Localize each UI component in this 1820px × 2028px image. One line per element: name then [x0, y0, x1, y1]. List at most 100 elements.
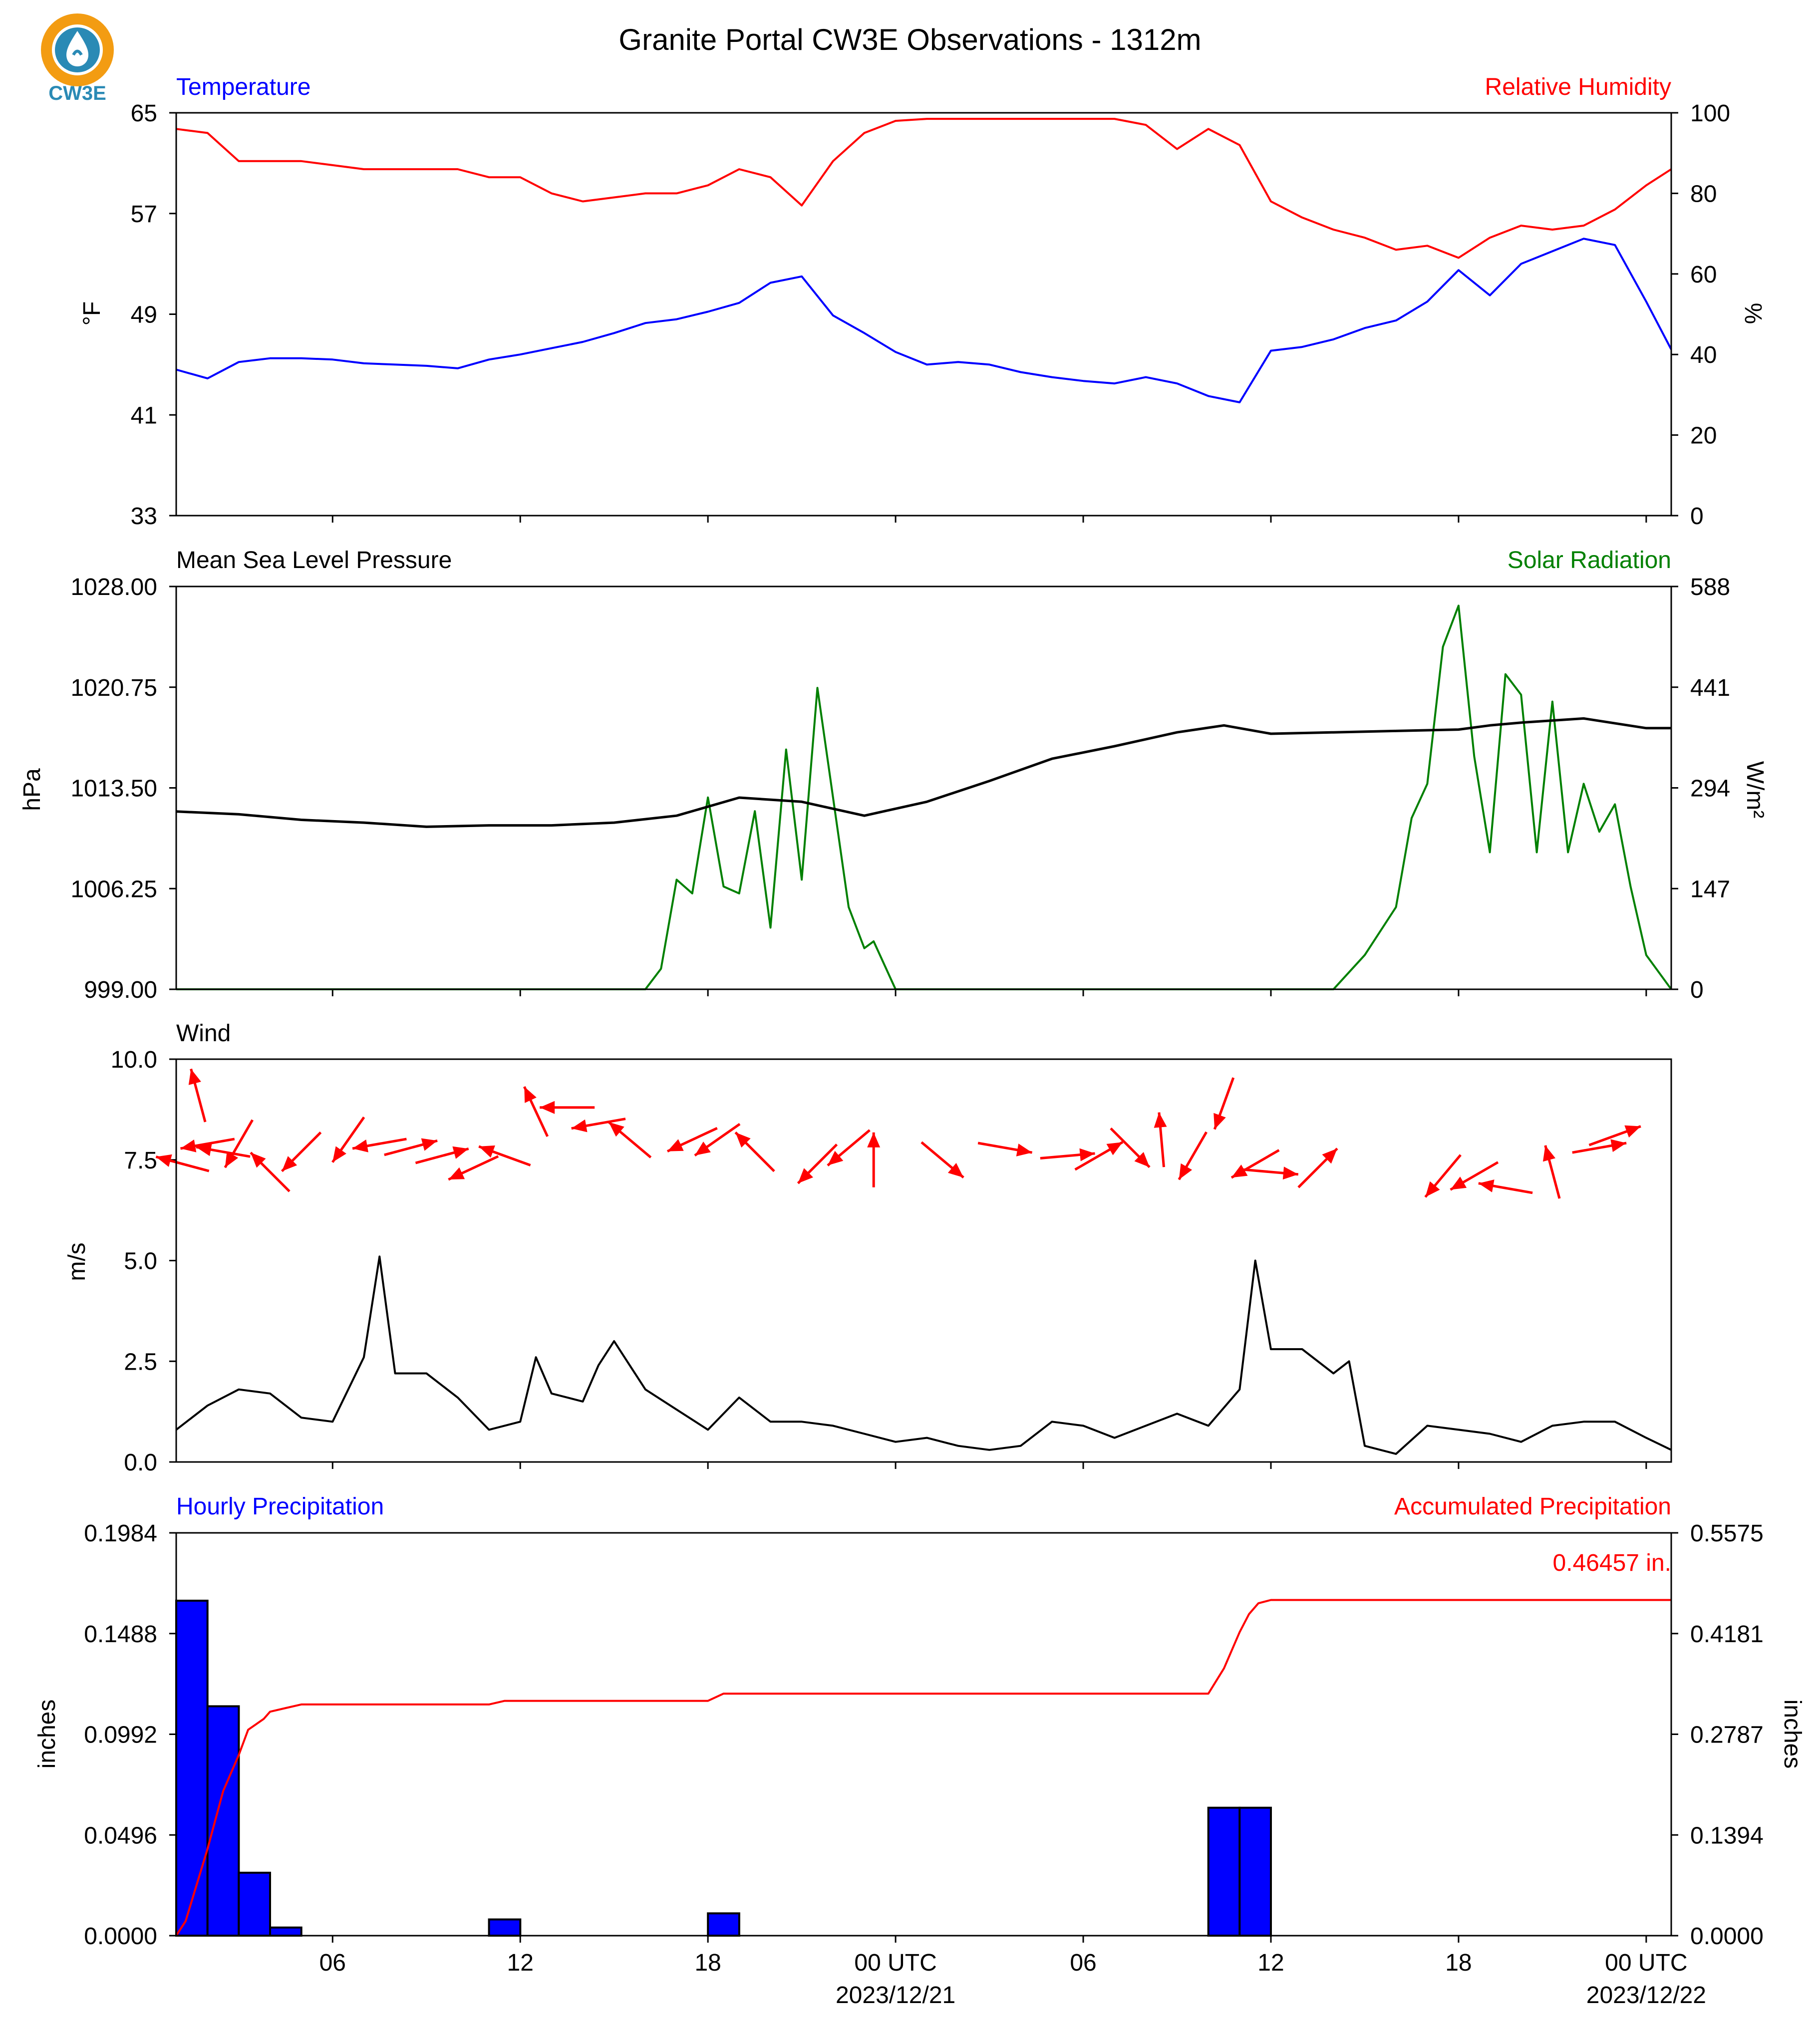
- wind-arrow-head: [608, 1122, 624, 1137]
- y-tick-label-left: 57: [131, 201, 157, 228]
- wind-arrow-head: [798, 1168, 813, 1183]
- wind-arrow-head: [1624, 1125, 1641, 1138]
- cw3e-logo-text: CW3E: [48, 82, 106, 104]
- y-tick-label-right: 0.4181: [1690, 1621, 1764, 1648]
- x-tick-label: 06: [319, 1950, 346, 1976]
- y-tick-label-right: 80: [1690, 181, 1717, 207]
- y-tick-label-left: 49: [131, 302, 157, 328]
- precip-bar: [1207, 1806, 1241, 1937]
- y-tick-label-right: 441: [1690, 675, 1730, 701]
- y-tick-label-left: 0.0992: [84, 1722, 157, 1748]
- y-tick-label-right: 40: [1690, 342, 1717, 368]
- y-tick-label-right: 60: [1690, 262, 1717, 288]
- y-tick-label-left: 999.00: [84, 977, 157, 1003]
- cw3e-logo: CW3E: [41, 13, 114, 104]
- y-tick-label-left: 0.1984: [84, 1520, 157, 1547]
- x-tick-label: 00 UTC: [1605, 1950, 1687, 1976]
- pressure-unit: hPa: [19, 768, 45, 811]
- x-date-label: 2023/12/22: [1586, 1982, 1706, 2009]
- y-tick-label-left: 1006.25: [70, 876, 157, 902]
- wind-arrow-head: [1322, 1149, 1337, 1164]
- humidity-line: [176, 118, 1672, 259]
- pressure-label: Mean Sea Level Pressure: [176, 547, 452, 574]
- wind-speed-line: [175, 1255, 1672, 1455]
- y-tick-label-right: 0.0000: [1690, 1923, 1764, 1950]
- y-tick-label-left: 2.5: [124, 1349, 157, 1375]
- y-tick-label-right: 294: [1690, 776, 1730, 802]
- y-tick-label-left: 65: [131, 100, 157, 127]
- x-tick-label: 12: [1257, 1950, 1284, 1976]
- wind-frame: [175, 1058, 1672, 1463]
- wind-arrow-head: [156, 1154, 172, 1167]
- precip-bar: [488, 1918, 522, 1937]
- y-tick-label-left: 5.0: [124, 1248, 157, 1275]
- wind-arrow-head: [452, 1146, 469, 1159]
- wind-arrow-head: [694, 1142, 711, 1156]
- y-tick-label-right: 0: [1690, 503, 1704, 530]
- x-date-label: 2023/12/21: [836, 1982, 955, 2009]
- precip-bar: [269, 1926, 303, 1937]
- cw3e-logo-icon: [41, 13, 114, 86]
- y-tick-label-right: 0.1394: [1690, 1822, 1764, 1849]
- wind-arrow-head: [1478, 1179, 1495, 1192]
- precip-frame: [175, 1532, 1672, 1937]
- accum-precip-label: Accumulated Precipitation: [1394, 1493, 1671, 1520]
- pressure-panel: Mean Sea Level Pressure Solar Radiation …: [19, 547, 1768, 1003]
- wind-arrow-head: [332, 1146, 346, 1162]
- humidity-label: Relative Humidity: [1485, 74, 1671, 100]
- hourly-precip-label: Hourly Precipitation: [176, 1493, 384, 1520]
- temperature-unit: °F: [79, 301, 105, 326]
- pressure-frame: [175, 585, 1672, 990]
- wind-arrow-head: [225, 1151, 239, 1168]
- solar-unit: W/m²: [1742, 761, 1768, 819]
- temperature-frame: [175, 112, 1672, 517]
- wind-arrow-head: [1610, 1139, 1627, 1152]
- wind-arrow-head: [1134, 1152, 1150, 1167]
- y-tick-label-right: 100: [1690, 100, 1730, 127]
- wind-arrow-head: [524, 1087, 537, 1103]
- precip-bar: [707, 1912, 740, 1937]
- accum-precip-line: [175, 1599, 1671, 1937]
- x-tick-label: 00 UTC: [854, 1950, 936, 1976]
- y-tick-label-left: 1028.00: [70, 574, 157, 600]
- y-tick-label-left: 7.5: [124, 1148, 157, 1174]
- wind-arrow-head: [196, 1143, 212, 1157]
- temperature-label: Temperature: [176, 74, 310, 100]
- y-tick-label-left: 0.0000: [84, 1923, 157, 1950]
- accum-total-label: 0.46457 in.: [1552, 1550, 1671, 1576]
- x-tick-label: 18: [694, 1950, 721, 1976]
- x-tick-label: 18: [1445, 1950, 1472, 1976]
- wind-arrow-head: [352, 1140, 368, 1153]
- wind-arrow-head: [828, 1151, 844, 1165]
- precip-bar: [175, 1599, 209, 1937]
- x-tick-label: 12: [507, 1950, 534, 1976]
- wind-arrow-head: [1154, 1112, 1167, 1128]
- wind-arrow-head: [479, 1145, 495, 1158]
- wind-arrow-head: [421, 1138, 438, 1151]
- y-tick-label-left: 1020.75: [70, 675, 157, 701]
- y-tick-label-right: 20: [1690, 423, 1717, 449]
- wind-arrow-head: [1106, 1142, 1123, 1156]
- wind-arrow-head: [1179, 1163, 1193, 1180]
- wind-arrow-head: [667, 1139, 684, 1152]
- y-tick-label-left: 1013.50: [70, 776, 157, 802]
- y-tick-label-right: 0.5575: [1690, 1520, 1764, 1547]
- wind-arrow-head: [1425, 1181, 1440, 1197]
- precip-panel: Hourly Precipitation Accumulated Precipi…: [34, 1493, 1806, 2009]
- wind-arrow-head: [251, 1153, 266, 1168]
- y-tick-label-left: 33: [131, 503, 157, 530]
- accum-precip-unit: inches: [1779, 1700, 1806, 1769]
- wind-arrow-head: [1016, 1144, 1032, 1157]
- wind-arrow-head: [947, 1162, 964, 1178]
- wind-unit: m/s: [64, 1242, 90, 1281]
- wind-arrow-head: [448, 1167, 465, 1180]
- wind-arrow-head: [282, 1156, 298, 1171]
- y-tick-label-left: 0.0496: [84, 1822, 157, 1849]
- chart-title: Granite Portal CW3E Observations - 1312m: [618, 23, 1201, 56]
- y-tick-label-right: 0: [1690, 977, 1704, 1003]
- temperature-line: [176, 238, 1672, 403]
- temperature-panel: Temperature Relative Humidity °F % 65 57 4…: [79, 74, 1766, 530]
- wind-panel: Wind m/s 10.0 7.5 5.0 2.5 0.0: [64, 1020, 1672, 1476]
- precip-bar: [206, 1705, 240, 1937]
